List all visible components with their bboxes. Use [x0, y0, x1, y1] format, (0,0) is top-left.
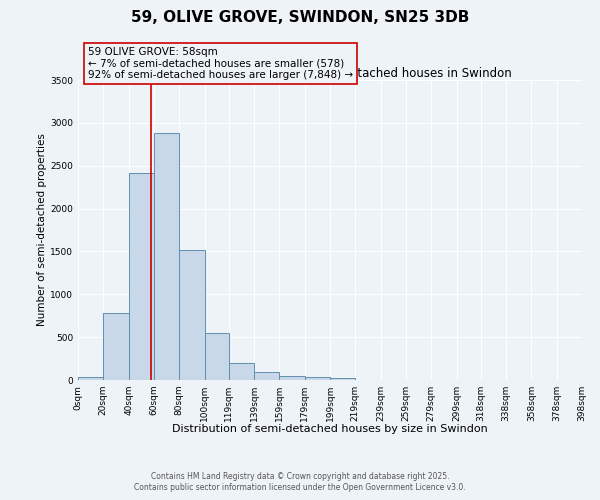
- Bar: [103, 313, 128, 380]
- Bar: [280, 376, 305, 380]
- Bar: [154, 133, 179, 380]
- Bar: [305, 378, 330, 380]
- Bar: [205, 333, 229, 380]
- Y-axis label: Number of semi-detached properties: Number of semi-detached properties: [37, 134, 47, 326]
- Bar: [128, 172, 154, 380]
- Bar: [229, 364, 254, 380]
- Bar: [179, 250, 205, 380]
- Title: Size of property relative to semi-detached houses in Swindon: Size of property relative to semi-detach…: [148, 67, 512, 80]
- Bar: [254, 372, 280, 380]
- Text: Contains HM Land Registry data © Crown copyright and database right 2025.
Contai: Contains HM Land Registry data © Crown c…: [134, 472, 466, 492]
- Text: 59 OLIVE GROVE: 58sqm
← 7% of semi-detached houses are smaller (578)
92% of semi: 59 OLIVE GROVE: 58sqm ← 7% of semi-detac…: [88, 47, 353, 80]
- X-axis label: Distribution of semi-detached houses by size in Swindon: Distribution of semi-detached houses by …: [172, 424, 488, 434]
- Text: 59, OLIVE GROVE, SWINDON, SN25 3DB: 59, OLIVE GROVE, SWINDON, SN25 3DB: [131, 10, 469, 25]
- Bar: [78, 376, 103, 380]
- Bar: [330, 378, 355, 380]
